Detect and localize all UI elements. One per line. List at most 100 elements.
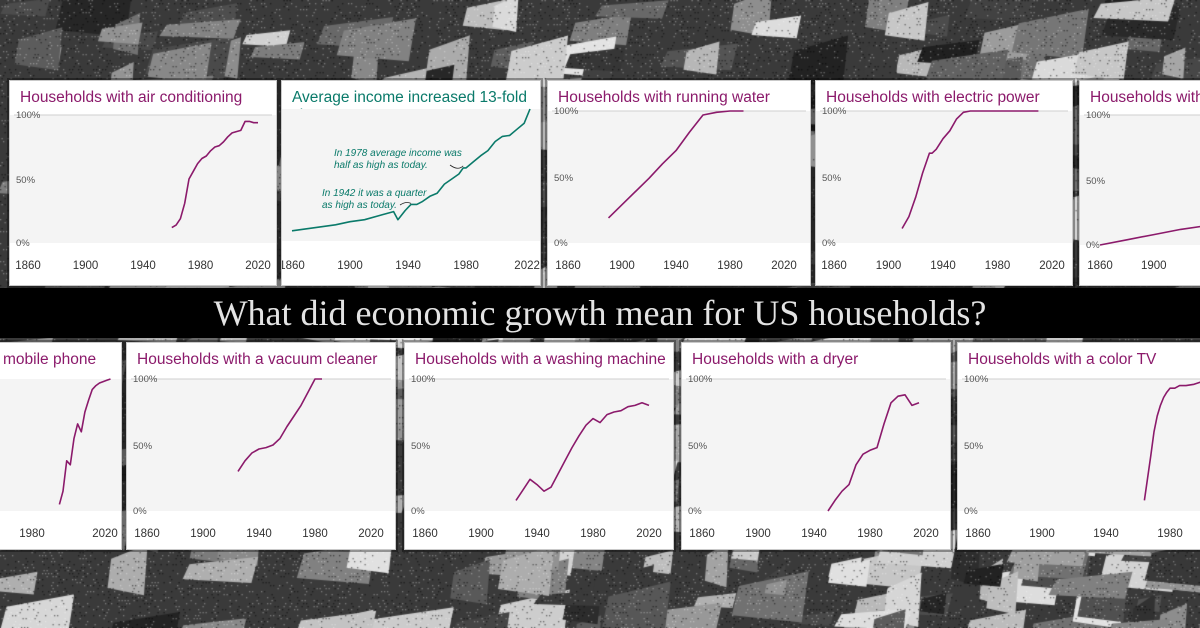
x-tick-label: 1860 — [412, 528, 438, 540]
chart-panel-vacuum-cleaner: Households with a vacuum cleaner 100% 50%… — [126, 342, 396, 550]
x-tick-label: 1900 — [468, 528, 494, 540]
x-tick-label: 1980 — [302, 528, 328, 540]
x-tick-label: 1860 — [134, 528, 160, 540]
x-tick-label: 1900 — [337, 260, 363, 272]
chart-title: Households with a color TV — [968, 351, 1157, 368]
page-title: What did economic growth mean for US hou… — [213, 293, 987, 333]
y-tick-label: 100% — [688, 374, 713, 385]
series-line — [1143, 381, 1200, 501]
chart-svg: 100% 50% 0% 1860 1900 1940 1980 2020 — [682, 374, 950, 540]
plot-area — [958, 379, 1200, 511]
chart-panel-running-water: Households with running water 100% 50% 0% 1… — [547, 80, 811, 286]
chart-annotation: In 1978 average income was — [334, 148, 462, 159]
series-line — [827, 393, 920, 512]
chart-panel-partial-right: Households with 100% 50% 0% 1860 1900 — [1079, 80, 1200, 286]
y-tick-label: 0% — [411, 506, 425, 517]
y-tick-label: 50% — [16, 175, 36, 186]
chart-annotation: In 1942 it was a quarter — [322, 188, 427, 199]
series-line — [171, 120, 258, 229]
x-tick-label: 1860 — [555, 260, 581, 272]
plot-area — [1080, 115, 1200, 245]
y-tick-label: 100% — [133, 374, 158, 385]
y-tick-label: 50% — [822, 173, 842, 184]
chart-panel-electric-power: Households with electric power 100% 50% 0%… — [815, 80, 1073, 286]
plot-area — [0, 379, 121, 511]
chart-svg: 100% 50% 0% 1860 1900 1940 1980 2020 — [405, 374, 673, 540]
x-tick-label: 1900 — [876, 260, 902, 272]
x-tick-label: 1940 — [801, 528, 827, 540]
x-tick-label: 1940 — [524, 528, 550, 540]
y-tick-label: 100% — [411, 374, 436, 385]
annotation-arrow — [449, 164, 464, 169]
y-tick-label: 50% — [1086, 176, 1106, 187]
y-tick-label: 50% — [964, 441, 984, 452]
x-tick-label: 1860 — [282, 260, 305, 272]
x-tick-label: 1940 — [130, 260, 156, 272]
chart-panel-mobile-phone: mobile phone 1980 2020 — [0, 342, 122, 550]
chart-title: Households with a washing machine — [415, 351, 666, 368]
chart-title: Households with running water — [558, 89, 770, 106]
x-tick-label: 1900 — [609, 260, 635, 272]
x-tick-label: 1900 — [73, 260, 99, 272]
chart-panel-color-tv: Households with a color TV 100% 50% 0% 1860… — [957, 342, 1200, 550]
y-tick-label: 100% — [964, 374, 989, 385]
y-tick-label: 0% — [688, 506, 702, 517]
y-tick-label: 100% — [822, 106, 847, 117]
x-tick-label: 2020 — [771, 260, 797, 272]
headline-banner: What did economic growth mean for US hou… — [0, 288, 1200, 338]
x-tick-label: 1980 — [717, 260, 743, 272]
chart-panel-average-income: Average income increased 13-fold since 1… — [281, 80, 541, 286]
x-tick-label: 2022 — [514, 260, 540, 272]
chart-annotation: as high as today. — [322, 200, 397, 211]
x-tick-label: 1980 — [857, 528, 883, 540]
chart-title: Households with air conditioning — [20, 89, 243, 106]
series-line — [237, 378, 322, 472]
x-tick-label: 1860 — [965, 528, 991, 540]
x-tick-label: 1900 — [745, 528, 771, 540]
x-tick-label: 1940 — [246, 528, 272, 540]
x-tick-label: 1980 — [19, 528, 45, 540]
plot-area — [10, 115, 276, 243]
plot-area — [282, 109, 540, 241]
x-tick-label: 1860 — [821, 260, 847, 272]
x-tick-label: 2020 — [1039, 260, 1065, 272]
series-line — [607, 110, 744, 219]
y-tick-label: 0% — [554, 238, 568, 249]
x-tick-label: 1980 — [580, 528, 606, 540]
chart-annotation: half as high as today. — [334, 160, 428, 171]
annotation-arrow — [399, 202, 412, 206]
x-tick-label: 2020 — [913, 528, 939, 540]
chart-panel-washing-machine: Households with a washing machine 100% 50… — [404, 342, 674, 550]
chart-title: Households with a dryer — [692, 351, 859, 368]
chart-title: mobile phone — [3, 351, 97, 368]
x-tick-label: 1940 — [930, 260, 956, 272]
series-line — [515, 401, 650, 501]
x-tick-label: 1980 — [985, 260, 1011, 272]
y-tick-label: 0% — [822, 238, 836, 249]
x-tick-label: 1980 — [188, 260, 214, 272]
x-tick-label: 1860 — [15, 260, 41, 272]
chart-title: Households with — [1090, 89, 1200, 106]
x-tick-label: 1940 — [663, 260, 689, 272]
plot-area — [682, 379, 950, 511]
x-tick-label: 1980 — [453, 260, 479, 272]
chart-svg: 100% 50% 0% 1860 1900 1940 1980 2020 — [127, 374, 395, 540]
x-tick-label: 2020 — [245, 260, 271, 272]
y-tick-label: 50% — [133, 441, 153, 452]
x-tick-label: 1940 — [1093, 528, 1119, 540]
x-tick-label: 1980 — [1157, 528, 1183, 540]
chart-svg: 100% 50% 0% 1860 1900 1940 1980 2020 — [548, 106, 810, 272]
x-tick-label: 1860 — [1087, 260, 1113, 272]
plot-area — [548, 111, 810, 243]
x-tick-label: 1900 — [190, 528, 216, 540]
chart-svg: 100% 50% 0% 1860 1900 — [1080, 110, 1200, 272]
x-tick-label: 1860 — [689, 528, 715, 540]
x-tick-label: 1900 — [1141, 260, 1167, 272]
series-line — [901, 110, 1039, 229]
y-tick-label: 50% — [554, 173, 574, 184]
y-tick-label: 100% — [16, 110, 41, 121]
series-line — [1099, 225, 1200, 246]
plot-area — [816, 111, 1072, 243]
y-tick-label: 50% — [688, 441, 708, 452]
chart-svg: 1980 2020 — [0, 378, 121, 540]
